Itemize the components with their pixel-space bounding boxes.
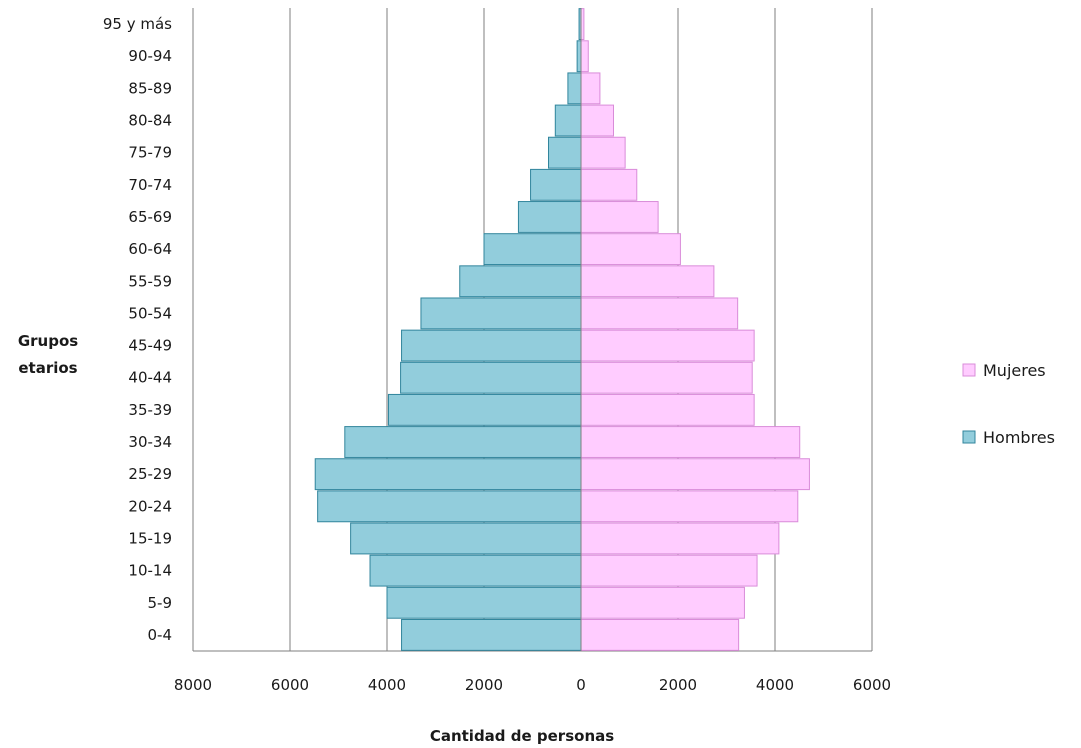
bar-hombres-2 <box>369 554 582 587</box>
y-tick-label-12: 60-64 <box>128 240 172 258</box>
bar-mujeres-11 <box>580 265 715 298</box>
y-tick-label-9: 45-49 <box>128 337 172 355</box>
bar-hombres-4 <box>317 490 582 523</box>
bar-hombres-16 <box>554 104 582 137</box>
legend-swatch-hombres <box>962 430 976 444</box>
bar-mujeres-13 <box>580 201 659 233</box>
bar-hombres-5 <box>314 458 582 491</box>
x-tick-label-3: 2000 <box>465 676 503 694</box>
bar-mujeres-5 <box>580 458 810 491</box>
bar-hombres-3 <box>350 522 582 555</box>
y-tick-label-19: 95 y más <box>103 15 172 33</box>
bar-hombres-15 <box>548 136 582 169</box>
bar-mujeres-15 <box>580 136 626 169</box>
y-tick-label-0: 0-4 <box>148 626 173 644</box>
legend-label-hombres: Hombres <box>983 428 1055 447</box>
x-tick-label-5: 2000 <box>659 676 697 694</box>
x-tick-label-6: 4000 <box>756 676 794 694</box>
bar-mujeres-3 <box>580 522 780 555</box>
bar-hombres-13 <box>517 201 582 233</box>
x-tick-label-1: 6000 <box>271 676 309 694</box>
bar-mujeres-7 <box>580 393 755 426</box>
bar-mujeres-0 <box>580 618 740 651</box>
x-axis-title: Cantidad de personas <box>430 727 614 745</box>
bar-mujeres-17 <box>580 72 601 105</box>
bar-mujeres-8 <box>580 361 753 394</box>
bar-mujeres-12 <box>580 233 681 266</box>
legend-label-mujeres: Mujeres <box>983 361 1046 380</box>
y-tick-labels: 0-4 5-9 10-14 15-19 20-24 25-29 30-34 35-39 40-4… <box>103 15 172 644</box>
bar-mujeres-4 <box>580 490 799 523</box>
bar-mujeres-2 <box>580 554 758 587</box>
bar-mujeres-14 <box>580 168 638 201</box>
bar-hombres-17 <box>567 72 582 105</box>
bar-hombres-0 <box>401 618 582 651</box>
bar-mujeres-16 <box>580 104 614 137</box>
y-tick-label-11: 55-59 <box>128 272 172 290</box>
bar-hombres-7 <box>387 393 582 426</box>
bar-hombres-11 <box>459 265 582 298</box>
y-tick-label-16: 80-84 <box>128 112 172 130</box>
bar-mujeres-9 <box>580 329 755 362</box>
gridlines <box>192 8 873 652</box>
x-tick-label-2: 4000 <box>368 676 406 694</box>
y-axis-title-line-1: Grupos <box>18 332 78 350</box>
legend: Mujeres Hombres <box>962 361 1055 447</box>
bar-hombres-12 <box>483 233 582 266</box>
y-tick-label-13: 65-69 <box>128 208 172 226</box>
y-tick-label-8: 40-44 <box>128 369 172 387</box>
y-tick-label-2: 10-14 <box>128 562 172 580</box>
y-tick-label-1: 5-9 <box>148 594 173 612</box>
bar-hombres-18 <box>576 40 582 73</box>
y-tick-label-4: 20-24 <box>128 497 172 515</box>
bar-hombres-9 <box>401 329 582 362</box>
bars <box>314 8 810 651</box>
y-tick-label-15: 75-79 <box>128 144 172 162</box>
legend-swatch-mujeres <box>962 363 976 377</box>
y-tick-label-10: 50-54 <box>128 304 172 322</box>
bar-mujeres-18 <box>580 40 589 73</box>
bar-mujeres-10 <box>580 297 739 330</box>
bar-mujeres-1 <box>580 586 745 619</box>
x-tick-labels: 8000 6000 4000 2000 0 2000 4000 6000 <box>174 676 891 694</box>
y-tick-label-5: 25-29 <box>128 465 172 483</box>
y-tick-label-6: 30-34 <box>128 433 172 451</box>
x-tick-label-7: 6000 <box>853 676 891 694</box>
bar-mujeres-6 <box>580 426 801 458</box>
x-tick-label-4: 0 <box>576 676 586 694</box>
y-axis-title-line-2: etarios <box>18 359 77 377</box>
x-tick-label-0: 8000 <box>174 676 212 694</box>
y-tick-label-18: 90-94 <box>128 47 172 65</box>
y-tick-label-17: 85-89 <box>128 79 172 97</box>
y-tick-label-3: 15-19 <box>128 529 172 547</box>
y-tick-label-14: 70-74 <box>128 176 172 194</box>
bar-hombres-6 <box>344 426 582 458</box>
y-tick-label-7: 35-39 <box>128 401 172 419</box>
bar-hombres-14 <box>530 168 582 201</box>
bar-hombres-8 <box>400 361 582 394</box>
bar-hombres-1 <box>386 586 582 619</box>
bar-hombres-10 <box>420 297 582 330</box>
